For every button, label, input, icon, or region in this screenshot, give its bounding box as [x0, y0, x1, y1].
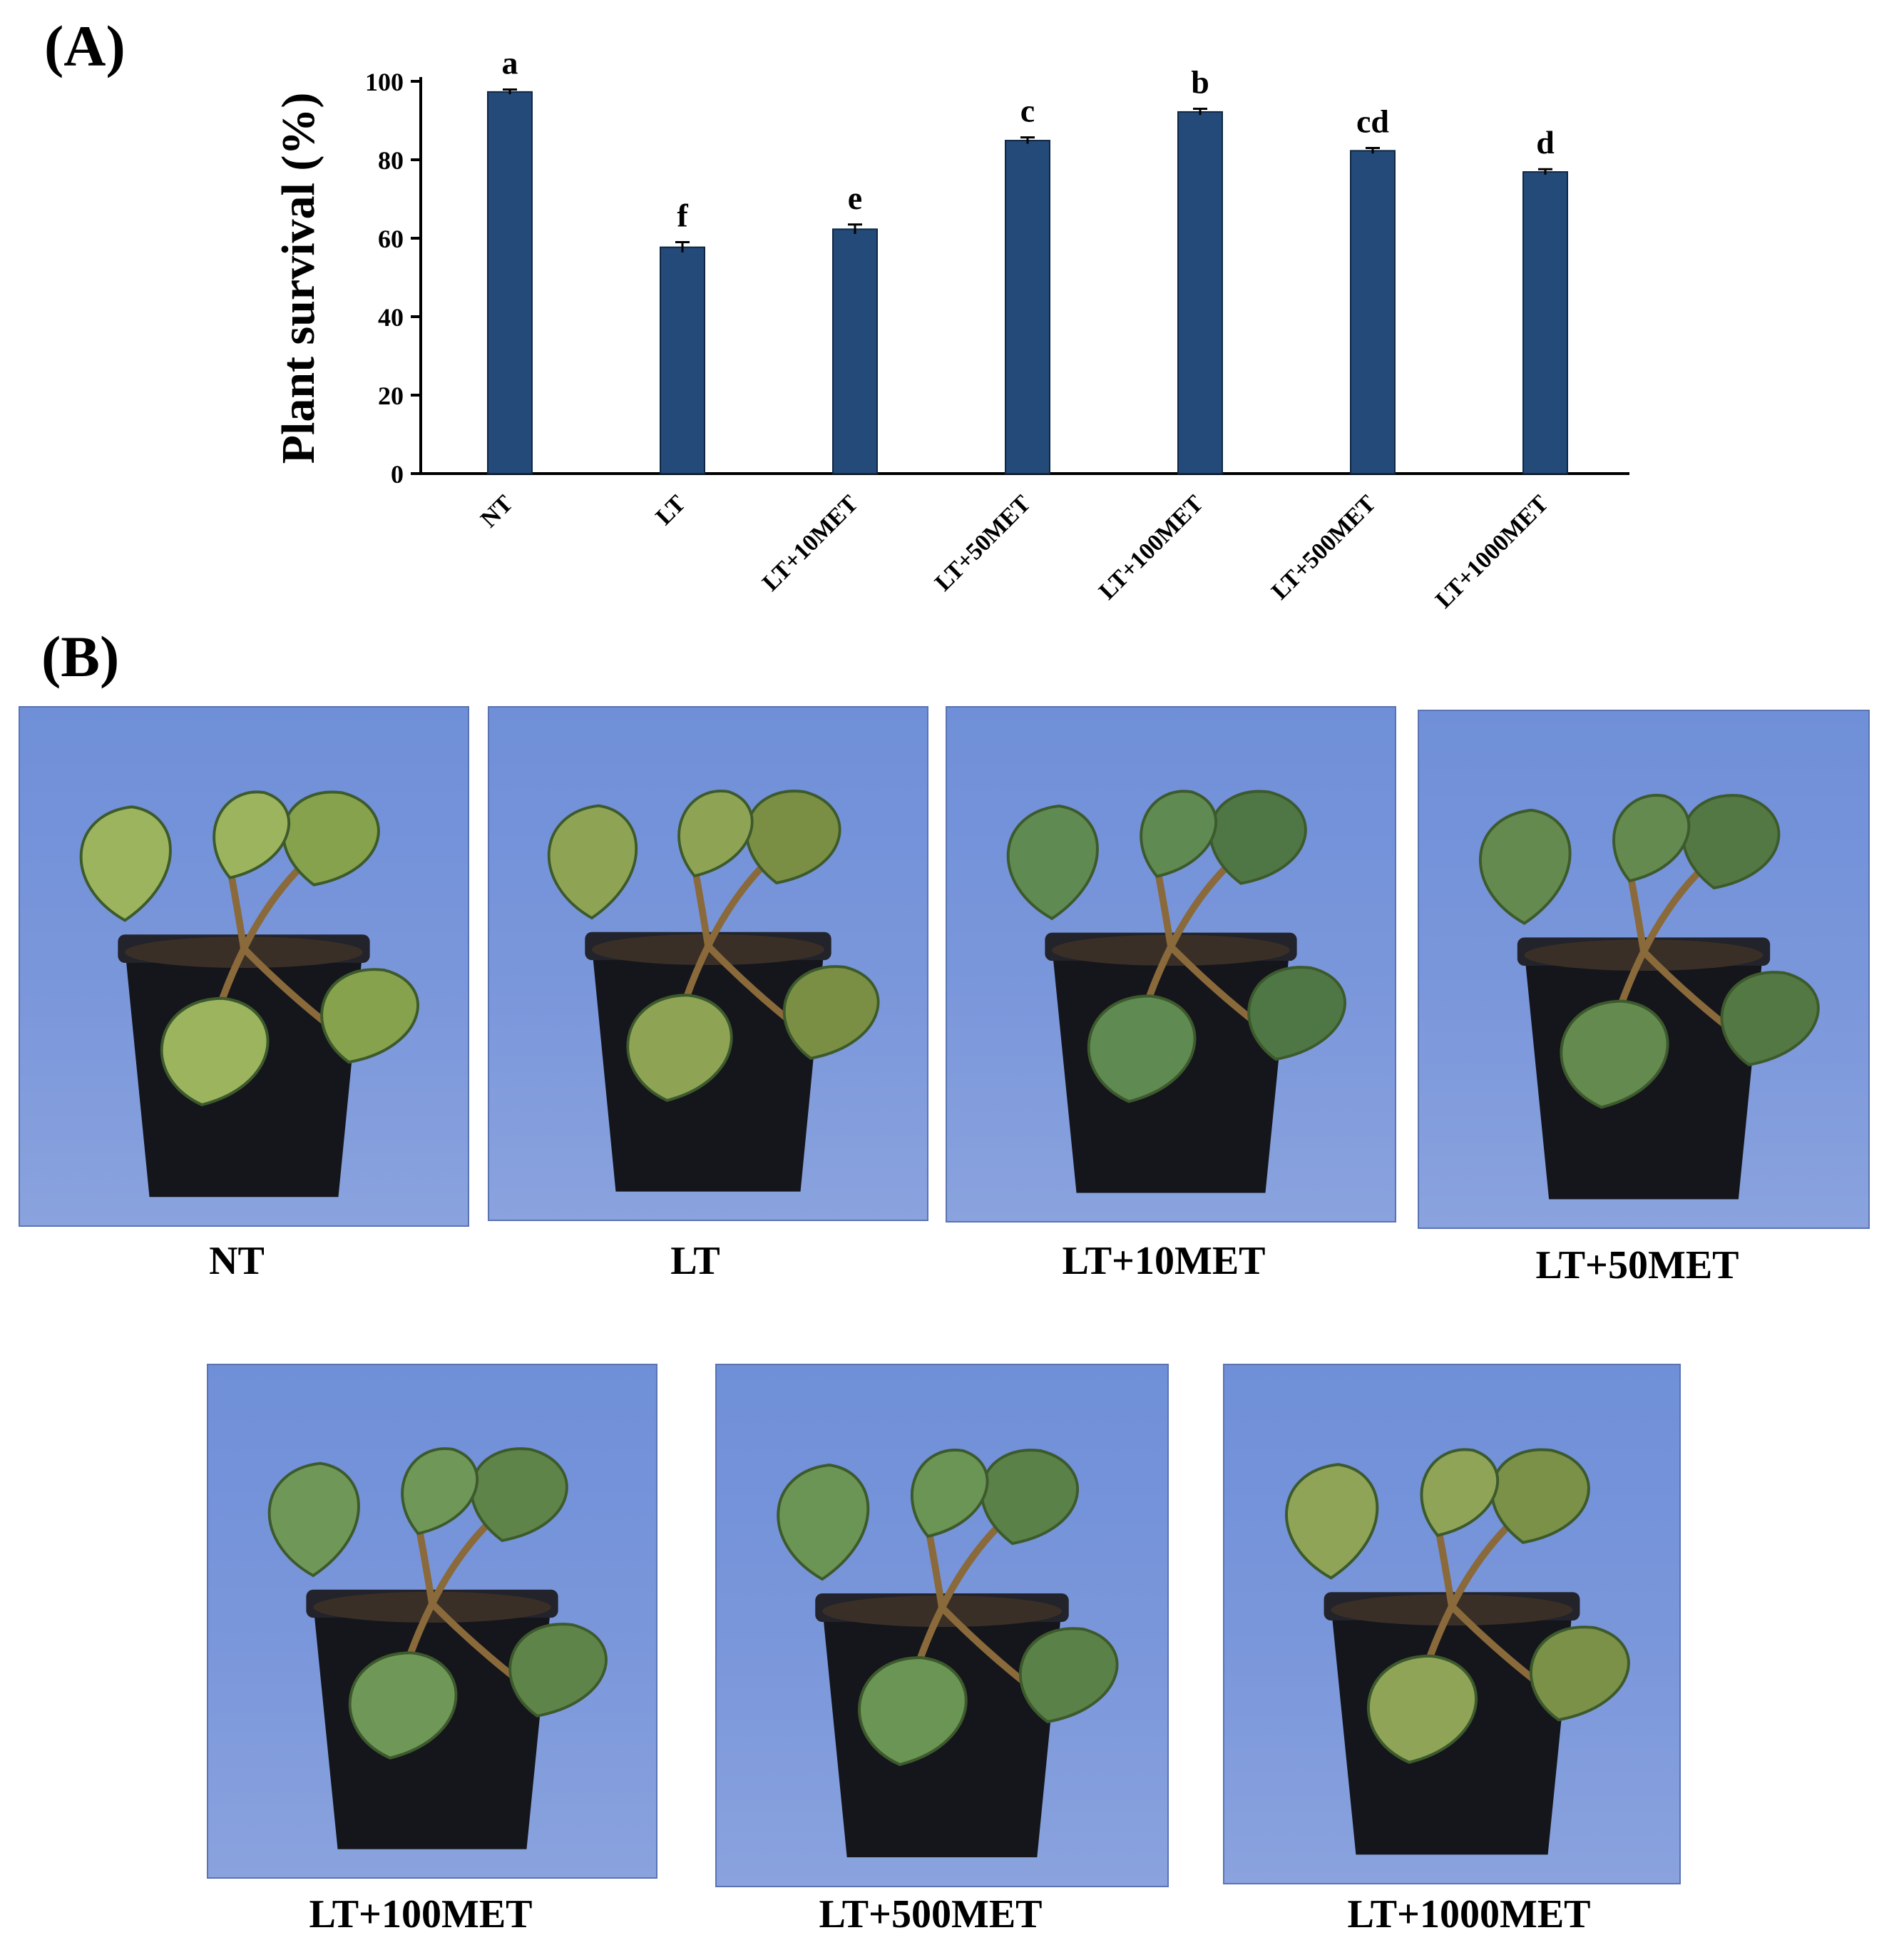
plant-photo	[715, 1364, 1169, 1887]
x-tick-label: NT	[476, 490, 518, 533]
photo-caption: LT+100MET	[309, 1892, 533, 1936]
x-tick-label: LT+10MET	[757, 490, 864, 596]
bar	[660, 246, 705, 474]
significance-letter: e	[848, 180, 862, 216]
bar	[832, 228, 878, 474]
plant-photo	[946, 706, 1396, 1223]
panel-a-label: (A)	[44, 14, 126, 78]
bar	[1522, 171, 1568, 475]
plant-photo	[1418, 710, 1870, 1229]
y-tick-label: 100	[365, 68, 404, 96]
y-axis-title: Plant survival (%)	[272, 93, 324, 464]
x-tick-label: LT+1000MET	[1430, 490, 1554, 613]
plant-pot-illustration	[1285, 1448, 1630, 1855]
plant-pot-illustration	[79, 790, 419, 1198]
photo-caption: NT	[209, 1239, 265, 1283]
photo-caption: LT	[670, 1239, 720, 1283]
y-tick-label: 20	[378, 382, 404, 410]
plant-pot-illustration	[1479, 794, 1820, 1200]
significance-letter: cd	[1356, 103, 1389, 140]
bar	[1177, 111, 1223, 474]
bar	[487, 91, 533, 475]
significance-letter: f	[677, 198, 688, 234]
bar	[1005, 140, 1050, 475]
photo-caption: LT+1000MET	[1347, 1892, 1591, 1936]
plant-pot-illustration	[547, 790, 880, 1192]
plant-photo	[488, 706, 928, 1221]
photo-caption: LT+10MET	[1062, 1239, 1266, 1283]
plant-photo	[19, 706, 469, 1227]
photo-caption: LT+50MET	[1535, 1243, 1739, 1287]
bar-chart: Plant survival (%) a f e c b cd d 0 20 40 60 80 100…	[272, 45, 1629, 613]
plant-pot-illustration	[267, 1447, 608, 1849]
panel-b-label: (B)	[41, 624, 120, 689]
plant-photo	[207, 1364, 657, 1879]
y-tick-label: 0	[391, 460, 404, 489]
plant-pot-illustration	[777, 1449, 1119, 1857]
significance-letter: d	[1536, 124, 1555, 160]
significance-letter: b	[1191, 64, 1209, 101]
y-tick-label: 80	[378, 146, 404, 175]
x-tick-label: LT	[651, 490, 691, 530]
plant-pot-illustration	[1006, 790, 1346, 1193]
x-tick-label: LT+50MET	[930, 490, 1036, 596]
bar	[1350, 150, 1396, 474]
y-tick-label: 60	[378, 225, 404, 253]
plant-photo	[1223, 1364, 1681, 1884]
y-tick-label: 40	[378, 303, 404, 332]
significance-letter: a	[502, 45, 518, 81]
photo-caption: LT+500MET	[819, 1892, 1043, 1936]
x-tick-label: LT+500MET	[1266, 490, 1381, 605]
significance-letter: c	[1020, 93, 1035, 129]
x-tick-label: LT+100MET	[1094, 490, 1209, 605]
